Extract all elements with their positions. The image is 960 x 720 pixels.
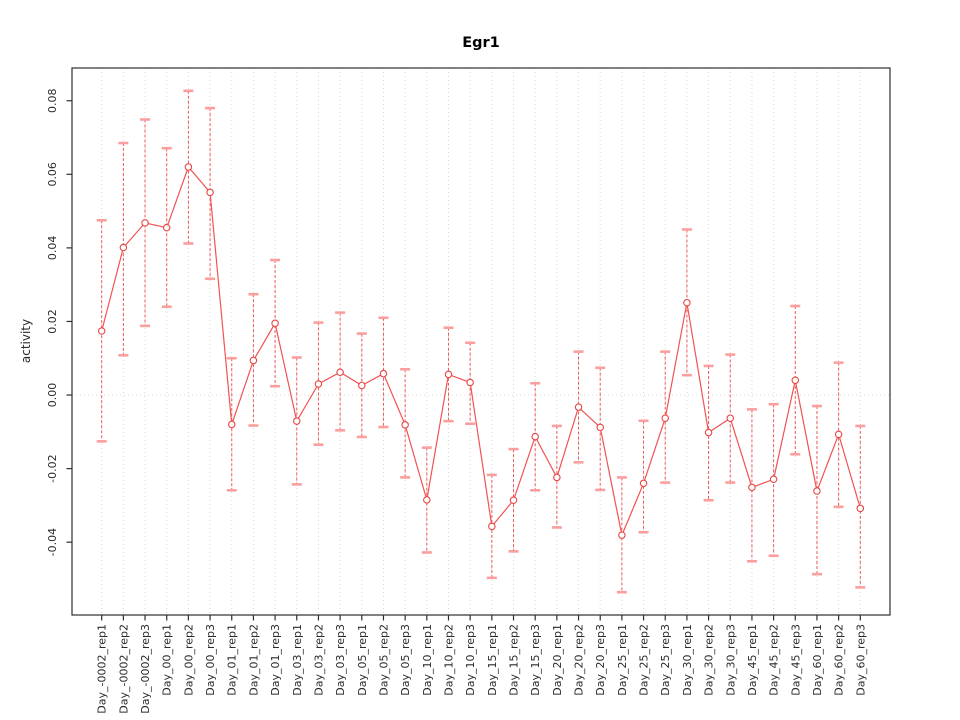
- data-point: [119, 243, 128, 252]
- x-tick-label: Day_03_rep1: [291, 624, 304, 696]
- y-axis-label: activity: [19, 319, 33, 363]
- data-point: [488, 522, 496, 531]
- data-point: [97, 327, 106, 335]
- data-point: [769, 475, 778, 484]
- x-tick-label: Day_10_rep3: [464, 624, 477, 696]
- x-tick-label: Day_05_rep1: [356, 624, 369, 696]
- y-tick-label: -0.02: [46, 454, 59, 482]
- x-tick-label: Day_05_rep3: [399, 624, 412, 696]
- x-tick-label: Day_20_rep3: [594, 624, 607, 696]
- x-tick-label: Day_25_rep3: [659, 624, 672, 696]
- x-tick-label: Day_-0002_rep3: [139, 624, 152, 714]
- data-point: [574, 403, 583, 411]
- x-tick-label: Day_03_rep2: [312, 624, 325, 696]
- data-point: [509, 496, 518, 504]
- x-tick-label: Day_15_rep2: [508, 624, 521, 696]
- data-point: [379, 369, 388, 378]
- data-point: [206, 188, 214, 197]
- series-line: [101, 165, 861, 538]
- data-point: [813, 487, 821, 495]
- x-tick-label: Day_20_rep1: [551, 624, 564, 696]
- x-tick-label: Day_60_rep1: [811, 624, 824, 696]
- data-point: [358, 381, 366, 390]
- x-tick-label: Day_15_rep1: [486, 624, 499, 696]
- x-tick-label: Day_45_rep3: [789, 624, 802, 696]
- x-tick-label: Day_01_rep2: [247, 624, 260, 696]
- x-tick-label: Day_00_rep2: [182, 624, 195, 696]
- data-point: [401, 421, 409, 429]
- data-point: [227, 420, 236, 429]
- x-tick-label: Day_25_rep1: [616, 624, 629, 696]
- data-point: [531, 432, 539, 441]
- data-point: [553, 473, 561, 482]
- data-point: [249, 356, 258, 365]
- x-tick-label: Day_00_rep1: [161, 624, 174, 696]
- data-point: [314, 380, 323, 388]
- chart-title: Egr1: [462, 35, 500, 51]
- x-tick-label: Day_10_rep1: [421, 624, 434, 696]
- x-tick-label: Day_-0002_rep2: [117, 624, 130, 714]
- x-tick-label: Day_25_rep2: [638, 624, 651, 696]
- y-tick-label: -0.04: [46, 528, 59, 556]
- x-tick-label: Day_60_rep3: [854, 624, 867, 696]
- data-point: [162, 223, 171, 232]
- data-point: [444, 370, 453, 379]
- y-tick-label: 0.06: [46, 162, 59, 187]
- x-tick-label: Day_01_rep3: [269, 624, 282, 696]
- data-point: [466, 378, 474, 387]
- data-point: [661, 414, 669, 422]
- x-tick-label: Day_01_rep1: [226, 624, 239, 696]
- data-point: [791, 376, 800, 385]
- data-point: [141, 219, 149, 227]
- data-point: [184, 163, 193, 171]
- data-point: [856, 504, 865, 513]
- data-point: [336, 368, 344, 376]
- x-tick-label: Day_60_rep2: [833, 624, 846, 696]
- data-point: [683, 298, 691, 307]
- x-tick-label: Day_30_rep2: [703, 624, 716, 696]
- x-tick-label: Day_45_rep1: [746, 624, 759, 696]
- x-tick-label: Day_30_rep3: [724, 624, 737, 696]
- y-tick-label: 0.04: [46, 236, 59, 261]
- x-tick-label: Day_30_rep1: [681, 624, 694, 696]
- data-point: [618, 531, 626, 539]
- data-point: [726, 414, 735, 422]
- x-tick-label: Day_-0002_rep1: [96, 624, 109, 714]
- data-point: [834, 430, 843, 439]
- plot-area: 0.08 0.06 0.04 0.02 0.00 -0.02 -0.04 Day_-0002_…: [46, 67, 891, 714]
- data-point: [423, 496, 431, 504]
- x-tick-label: Day_15_rep3: [529, 624, 542, 696]
- x-tick-label: Day_20_rep2: [573, 624, 586, 696]
- x-tick-label: Day_00_rep3: [204, 624, 217, 696]
- data-point: [271, 319, 279, 328]
- x-tick-label: Day_03_rep3: [334, 624, 347, 696]
- data-point: [639, 479, 648, 488]
- y-tick-label: 0.08: [46, 88, 59, 113]
- data-point: [704, 428, 713, 437]
- plot-border: [71, 67, 891, 616]
- data-point: [748, 483, 756, 492]
- x-tick-label: Day_10_rep2: [442, 624, 455, 696]
- x-tick-label: Day_45_rep2: [768, 624, 781, 696]
- data-point: [596, 423, 604, 432]
- y-tick-label: 0.00: [46, 383, 59, 408]
- x-tick-label: Day_05_rep2: [377, 624, 390, 696]
- y-tick-label: 0.02: [46, 309, 59, 334]
- data-point: [293, 417, 301, 425]
